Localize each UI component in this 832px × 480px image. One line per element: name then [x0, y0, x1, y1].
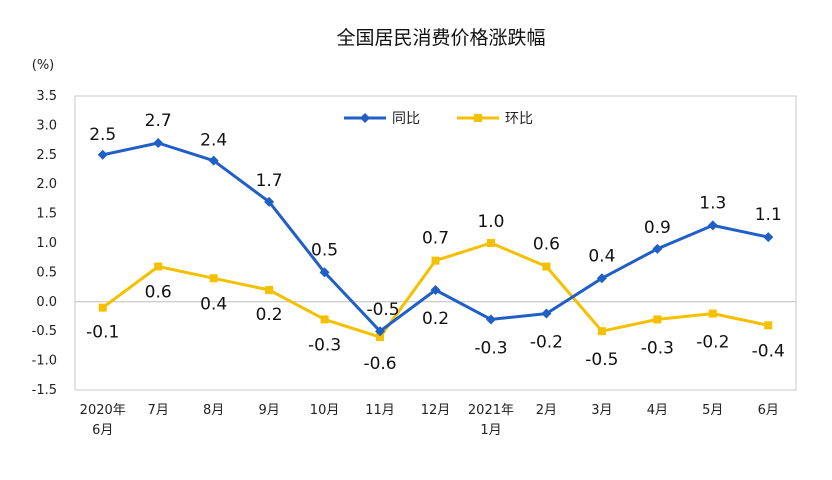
yoy-data-label: 0.9	[644, 218, 671, 238]
mom-point	[320, 315, 329, 324]
mom-point	[653, 315, 662, 324]
series	[97, 138, 774, 342]
y-tick-label: 2.0	[36, 177, 57, 192]
yoy-data-label: 0.4	[588, 246, 615, 266]
yoy-point	[319, 267, 330, 278]
mom-data-label: -0.6	[363, 354, 396, 374]
yoy-data-label: 1.7	[256, 171, 283, 191]
yoy-data-label: 0.5	[311, 240, 338, 260]
y-tick-label: 0.0	[36, 295, 57, 310]
x-tick-label: 11月	[365, 403, 395, 418]
yoy-data-label: -0.2	[530, 333, 563, 353]
yoy-data-label: 2.4	[200, 131, 227, 151]
y-axis-unit: (%)	[32, 58, 55, 73]
mom-data-label: -0.3	[308, 335, 341, 355]
mom-point	[486, 239, 495, 247]
yoy-point	[264, 196, 275, 207]
legend-marker-mom	[474, 114, 482, 122]
mom-point	[597, 327, 606, 336]
x-tick-label: 8月	[203, 403, 224, 418]
x-tick-label: 3月	[591, 403, 612, 418]
legend-label-yoy: 同比	[392, 111, 420, 127]
yoy-data-label: -0.5	[366, 300, 399, 320]
yoy-point	[707, 220, 718, 231]
legend: 同比 环比	[344, 111, 533, 127]
mom-data-label: -0.4	[752, 341, 785, 361]
y-tick-label: 2.5	[36, 148, 57, 163]
mom-data-label: 0.6	[145, 283, 172, 303]
y-tick-label: -1.0	[32, 354, 57, 369]
x-tick-label: 12月	[421, 403, 451, 418]
x-tick-label: 4月	[647, 403, 668, 418]
mom-point	[431, 256, 440, 265]
x-tick-label: 6月	[92, 423, 113, 438]
mom-point	[154, 262, 163, 271]
mom-point	[708, 309, 717, 318]
y-tick-label: 1.0	[36, 236, 57, 251]
x-tick-label: 5月	[702, 403, 723, 418]
plot-frame	[74, 95, 797, 391]
mom-data-label: 0.2	[256, 305, 283, 325]
y-tick-label: 3.0	[36, 118, 57, 133]
yoy-point	[652, 243, 663, 254]
yoy-data-label: -0.3	[474, 338, 507, 358]
chart-title: 全国居民消费价格涨跌幅	[336, 27, 545, 49]
axes: 3.5 3.0 2.5 2.0 1.5 1.0 0.5 0.0 -0.5 -1.0 -1.5 2020…	[32, 89, 796, 438]
mom-data-label: 0.7	[422, 229, 449, 249]
mom-data-label: -0.3	[641, 338, 674, 358]
mom-data-label: -0.1	[86, 323, 119, 343]
y-tick-label: 1.5	[36, 207, 57, 222]
yoy-point	[430, 285, 441, 296]
yoy-data-label: 1.1	[755, 205, 782, 225]
x-tick-label: 7月	[148, 403, 169, 418]
mom-point	[376, 333, 385, 342]
mom-point	[265, 286, 274, 295]
mom-data-label: -0.2	[696, 333, 729, 353]
yoy-data-label: 0.2	[422, 309, 449, 329]
mom-data-label: 0.4	[200, 294, 227, 314]
mom-data-label: -0.5	[585, 350, 618, 370]
x-tick-label: 2020年	[80, 403, 126, 418]
yoy-point	[375, 326, 386, 337]
data-labels: -0.1 0.6 0.4 0.2 -0.3 -0.6 0.7 1.0 0.6 -0.5 -0.3 -0…	[86, 111, 785, 374]
legend-label-mom: 环比	[505, 111, 533, 127]
mom-data-label: 0.6	[533, 235, 560, 255]
yoy-data-label: 2.5	[89, 125, 116, 145]
x-tick-label: 9月	[258, 403, 279, 418]
yoy-data-label: 1.3	[699, 193, 726, 213]
yoy-point	[153, 138, 164, 149]
yoy-point	[485, 314, 496, 325]
y-tick-label: -1.5	[32, 383, 57, 398]
yoy-point	[763, 232, 774, 243]
mom-point	[542, 262, 551, 271]
yoy-point	[97, 149, 108, 160]
x-tick-label: 10月	[310, 403, 340, 418]
x-tick-label: 1月	[480, 423, 501, 438]
y-tick-label: -0.5	[32, 324, 57, 339]
yoy-point	[541, 308, 552, 319]
mom-point	[764, 321, 773, 330]
x-tick-label: 6月	[758, 403, 779, 418]
x-tick-label: 2月	[536, 403, 557, 418]
mom-data-label: 1.0	[477, 212, 504, 232]
yoy-data-label: 2.7	[145, 111, 172, 131]
y-tick-label: 3.5	[36, 89, 57, 104]
x-tick-label: 2021年	[468, 403, 514, 418]
yoy-point	[596, 273, 607, 284]
legend-marker-yoy	[360, 113, 370, 123]
mom-point	[209, 274, 218, 283]
mom-point	[98, 303, 107, 312]
yoy-point	[208, 155, 219, 166]
y-tick-label: 0.5	[36, 265, 57, 280]
